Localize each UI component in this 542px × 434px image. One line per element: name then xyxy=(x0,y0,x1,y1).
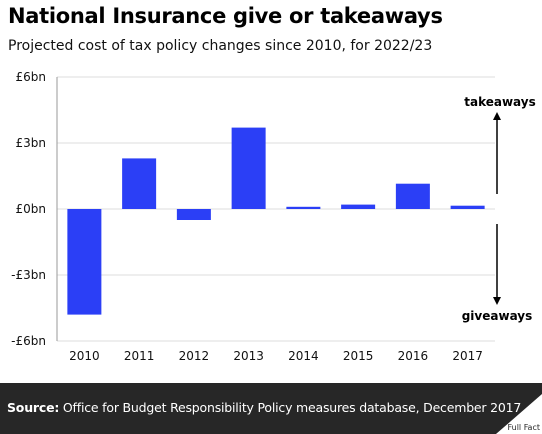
source-label: Source: xyxy=(7,400,60,415)
bar-2014 xyxy=(286,206,321,209)
chart-title: National Insurance give or takeaways xyxy=(8,4,443,28)
bar-2016 xyxy=(395,183,430,209)
x-tick-label: 2011 xyxy=(124,349,155,363)
x-tick-label: 2015 xyxy=(343,349,374,363)
down-arrow-icon xyxy=(493,297,501,305)
bar-2013 xyxy=(231,127,266,209)
x-tick-label: 2012 xyxy=(179,349,210,363)
bar-2012 xyxy=(176,209,211,220)
bar-2017 xyxy=(450,205,485,209)
bar-chart: £6bn £3bn £0bn -£3bn -£6bn 2010 2011 2012 2013 20… xyxy=(11,70,536,363)
chart-subtitle: Projected cost of tax policy changes sin… xyxy=(8,38,433,54)
x-tick-label: 2016 xyxy=(398,349,429,363)
x-tick-label: 2014 xyxy=(288,349,319,363)
y-tick-label: £0bn xyxy=(16,202,47,216)
bar-2011 xyxy=(122,158,157,209)
x-tick-label: 2013 xyxy=(233,349,264,363)
bar-2010 xyxy=(67,209,102,315)
y-tick-label: £3bn xyxy=(16,136,47,150)
full-fact-logo xyxy=(496,394,542,434)
logo-text: Full Fact xyxy=(507,423,540,432)
bar-2015 xyxy=(341,204,376,209)
x-tick-label: 2017 xyxy=(452,349,483,363)
source-text: Office for Budget Responsibility Policy … xyxy=(62,400,522,415)
source-footer: Source: Office for Budget Responsibility… xyxy=(0,383,542,434)
source-line: Source: Office for Budget Responsibility… xyxy=(7,400,521,415)
y-tick-label: £6bn xyxy=(16,70,47,84)
giveaways-label: giveaways xyxy=(462,309,533,323)
y-tick-label: -£3bn xyxy=(11,268,46,282)
up-arrow-icon xyxy=(493,112,501,120)
takeaways-label: takeaways xyxy=(464,95,536,109)
y-tick-label: -£6bn xyxy=(11,334,46,348)
x-tick-label: 2010 xyxy=(69,349,100,363)
